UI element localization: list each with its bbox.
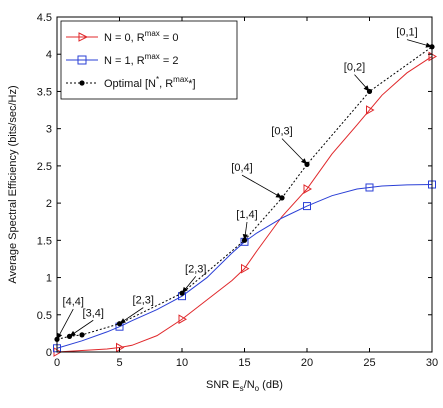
- series-0-point-5: [366, 105, 375, 115]
- x-tick-label-6: 30: [426, 357, 438, 369]
- annotation-label-4: [1,4]: [236, 209, 257, 221]
- series-0-point-2: [178, 314, 188, 325]
- annotation-arrow-line-5: [241, 174, 283, 199]
- legend-entry-series-0: N = 0, Rmax = 0: [66, 29, 178, 44]
- y-tick-label-2: 1: [46, 273, 52, 285]
- legend-entry-series-1: N = 1, Rmax = 2: [66, 52, 178, 67]
- annotation-label-7: [0,2]: [344, 62, 365, 74]
- series-1-point-5: [365, 183, 374, 192]
- legend-marker-series-1: [77, 55, 87, 65]
- legend-label-series-2: Optimal [N*, Rmax*]: [104, 75, 196, 90]
- annotation-label-2: [2,3]: [133, 295, 154, 307]
- annotation-label-5: [0,4]: [231, 162, 252, 174]
- legend-entry-series-2: Optimal [N*, Rmax*]: [66, 75, 196, 90]
- annotation-arrow-head-3: [182, 286, 188, 294]
- annotation-arrow-head-8: [425, 42, 432, 48]
- y-tick-label-4: 2: [46, 198, 52, 210]
- legend-marker-series-0: [78, 32, 89, 42]
- y-tick-label-7: 3.5: [37, 86, 52, 98]
- y-tick-label-6: 3: [46, 124, 52, 136]
- annotation-arrow-head-2: [119, 318, 126, 324]
- annotation-arrow-head-1: [69, 330, 76, 337]
- y-axis-label: Average Spectral Efficiency (bits/sec/Hz…: [7, 85, 19, 283]
- y-tick-label-3: 1.5: [37, 235, 52, 247]
- annotation-arrow-head-7: [363, 85, 370, 92]
- series-2-point-2: [79, 332, 85, 338]
- annotation-label-6: [0,3]: [271, 126, 292, 138]
- annotation-label-3: [2,3]: [185, 263, 206, 275]
- legend: N = 0, Rmax = 0 N = 1, Rmax = 2 Optimal …: [60, 20, 238, 100]
- series-0-point-3: [241, 263, 250, 274]
- annotation-arrow-head-5: [275, 192, 282, 198]
- x-tick-label-3: 15: [238, 357, 250, 369]
- legend-label-series-1: N = 1, Rmax = 2: [104, 52, 178, 67]
- x-tick-label-5: 25: [363, 357, 375, 369]
- x-tick-label-0: 0: [54, 357, 60, 369]
- annotation-arrow-head-0: [57, 332, 63, 340]
- x-tick-label-2: 10: [176, 357, 188, 369]
- legend-label-series-0: N = 0, Rmax = 0: [104, 29, 178, 44]
- series-0-line: [56, 56, 433, 353]
- series-0-point-4: [303, 184, 313, 194]
- x-axis-label: SNR Es/No (dB): [206, 379, 283, 393]
- y-tick-label-1: 0.5: [37, 310, 52, 322]
- annotation-arrow-head-6: [300, 158, 307, 165]
- annotation-arrow-head-4: [242, 234, 248, 241]
- annotation-label-0: [4,4]: [63, 296, 84, 308]
- x-tick-label-4: 20: [301, 357, 313, 369]
- y-tick-label-5: 2.5: [37, 161, 52, 173]
- y-tick-label-8: 4: [46, 49, 52, 61]
- annotation-label-1: [3,4]: [83, 307, 104, 319]
- y-tick-label-9: 4.5: [37, 12, 52, 24]
- annotation-label-8: [0,1]: [396, 27, 417, 39]
- x-tick-label-1: 5: [116, 357, 122, 369]
- legend-marker-series-2: [79, 80, 85, 86]
- y-tick-label-0: 0: [46, 347, 52, 359]
- series-1-point-4: [303, 202, 311, 211]
